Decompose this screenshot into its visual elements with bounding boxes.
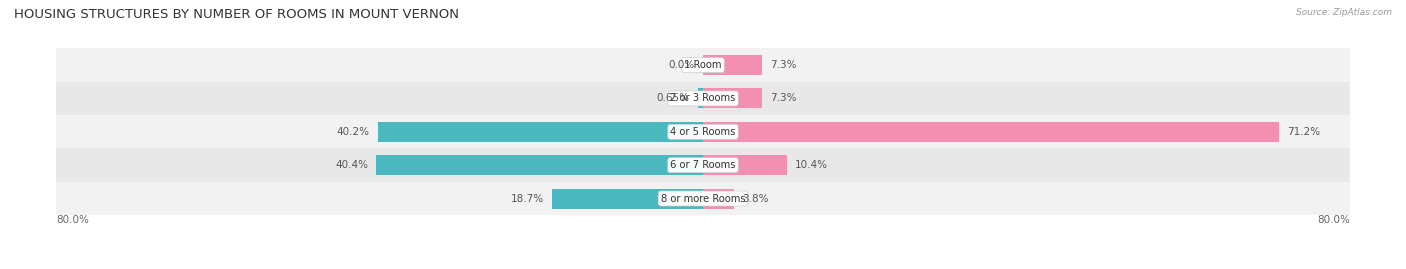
- Text: 10.4%: 10.4%: [796, 160, 828, 170]
- Text: 80.0%: 80.0%: [1317, 215, 1350, 225]
- Text: HOUSING STRUCTURES BY NUMBER OF ROOMS IN MOUNT VERNON: HOUSING STRUCTURES BY NUMBER OF ROOMS IN…: [14, 8, 460, 21]
- Text: 18.7%: 18.7%: [510, 193, 544, 204]
- Text: 8 or more Rooms: 8 or more Rooms: [661, 193, 745, 204]
- Text: 0.65%: 0.65%: [657, 93, 690, 104]
- Text: 6 or 7 Rooms: 6 or 7 Rooms: [671, 160, 735, 170]
- Bar: [551, 189, 703, 208]
- Bar: [703, 189, 734, 208]
- Bar: [697, 89, 703, 108]
- Bar: [56, 182, 1350, 215]
- Text: 3.8%: 3.8%: [742, 193, 768, 204]
- Text: 4 or 5 Rooms: 4 or 5 Rooms: [671, 127, 735, 137]
- Bar: [703, 55, 762, 75]
- Bar: [56, 82, 1350, 115]
- Text: 40.2%: 40.2%: [337, 127, 370, 137]
- Bar: [703, 122, 1278, 142]
- Bar: [56, 148, 1350, 182]
- Bar: [56, 115, 1350, 148]
- Text: 40.4%: 40.4%: [335, 160, 368, 170]
- Bar: [378, 122, 703, 142]
- Bar: [703, 89, 762, 108]
- Text: 0.0%: 0.0%: [669, 60, 695, 70]
- Text: 7.3%: 7.3%: [770, 60, 797, 70]
- Text: 71.2%: 71.2%: [1286, 127, 1320, 137]
- Bar: [703, 155, 787, 175]
- Bar: [56, 48, 1350, 82]
- Text: Source: ZipAtlas.com: Source: ZipAtlas.com: [1296, 8, 1392, 17]
- Text: 1 Room: 1 Room: [685, 60, 721, 70]
- Text: 7.3%: 7.3%: [770, 93, 797, 104]
- Bar: [377, 155, 703, 175]
- Text: 80.0%: 80.0%: [56, 215, 89, 225]
- Text: 2 or 3 Rooms: 2 or 3 Rooms: [671, 93, 735, 104]
